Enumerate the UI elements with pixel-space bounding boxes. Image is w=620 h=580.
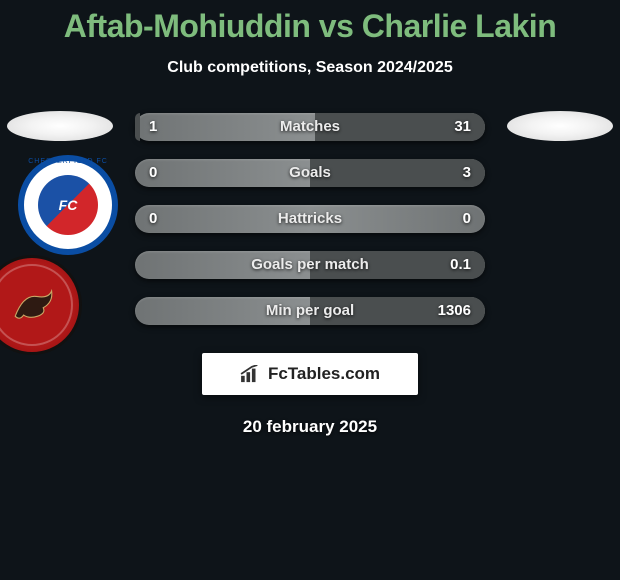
date-text: 20 february 2025 bbox=[0, 417, 620, 437]
branding-badge: FcTables.com bbox=[202, 353, 418, 395]
subtitle: Club competitions, Season 2024/2025 bbox=[0, 59, 620, 77]
stat-row: 03Goals bbox=[135, 159, 485, 187]
vs-text: vs bbox=[319, 8, 354, 44]
bar-chart-icon bbox=[240, 365, 262, 383]
club-badge-left-ring: CHESTERFIELD FC bbox=[28, 158, 108, 165]
walsall-bird-icon bbox=[4, 277, 60, 333]
player1-name: Aftab-Mohiuddin bbox=[64, 8, 311, 44]
player1-photo-placeholder bbox=[7, 111, 113, 141]
stat-bars: 131Matches 03Goals 00Hattricks 0.1Goals per… bbox=[135, 113, 485, 343]
page-title: Aftab-Mohiuddin vs Charlie Lakin bbox=[0, 0, 620, 45]
stat-row: 0.1Goals per match bbox=[135, 251, 485, 279]
comparison-body: CHESTERFIELD FC 131Matches 03Goals 00Hattr… bbox=[0, 105, 620, 345]
stat-label: Matches bbox=[135, 113, 485, 141]
player2-photo-placeholder bbox=[507, 111, 613, 141]
stat-row: 1306Min per goal bbox=[135, 297, 485, 325]
club-badge-left: CHESTERFIELD FC bbox=[18, 155, 118, 255]
stat-label: Hattricks bbox=[135, 205, 485, 233]
stat-label: Goals per match bbox=[135, 251, 485, 279]
player2-name: Charlie Lakin bbox=[362, 8, 556, 44]
club-badge-left-inner bbox=[38, 175, 98, 235]
stat-row: 131Matches bbox=[135, 113, 485, 141]
stat-label: Min per goal bbox=[135, 297, 485, 325]
stat-row: 00Hattricks bbox=[135, 205, 485, 233]
comparison-infographic: Aftab-Mohiuddin vs Charlie Lakin Club co… bbox=[0, 0, 620, 580]
club-badge-right bbox=[0, 255, 82, 355]
stat-label: Goals bbox=[135, 159, 485, 187]
branding-text: FcTables.com bbox=[268, 364, 380, 384]
